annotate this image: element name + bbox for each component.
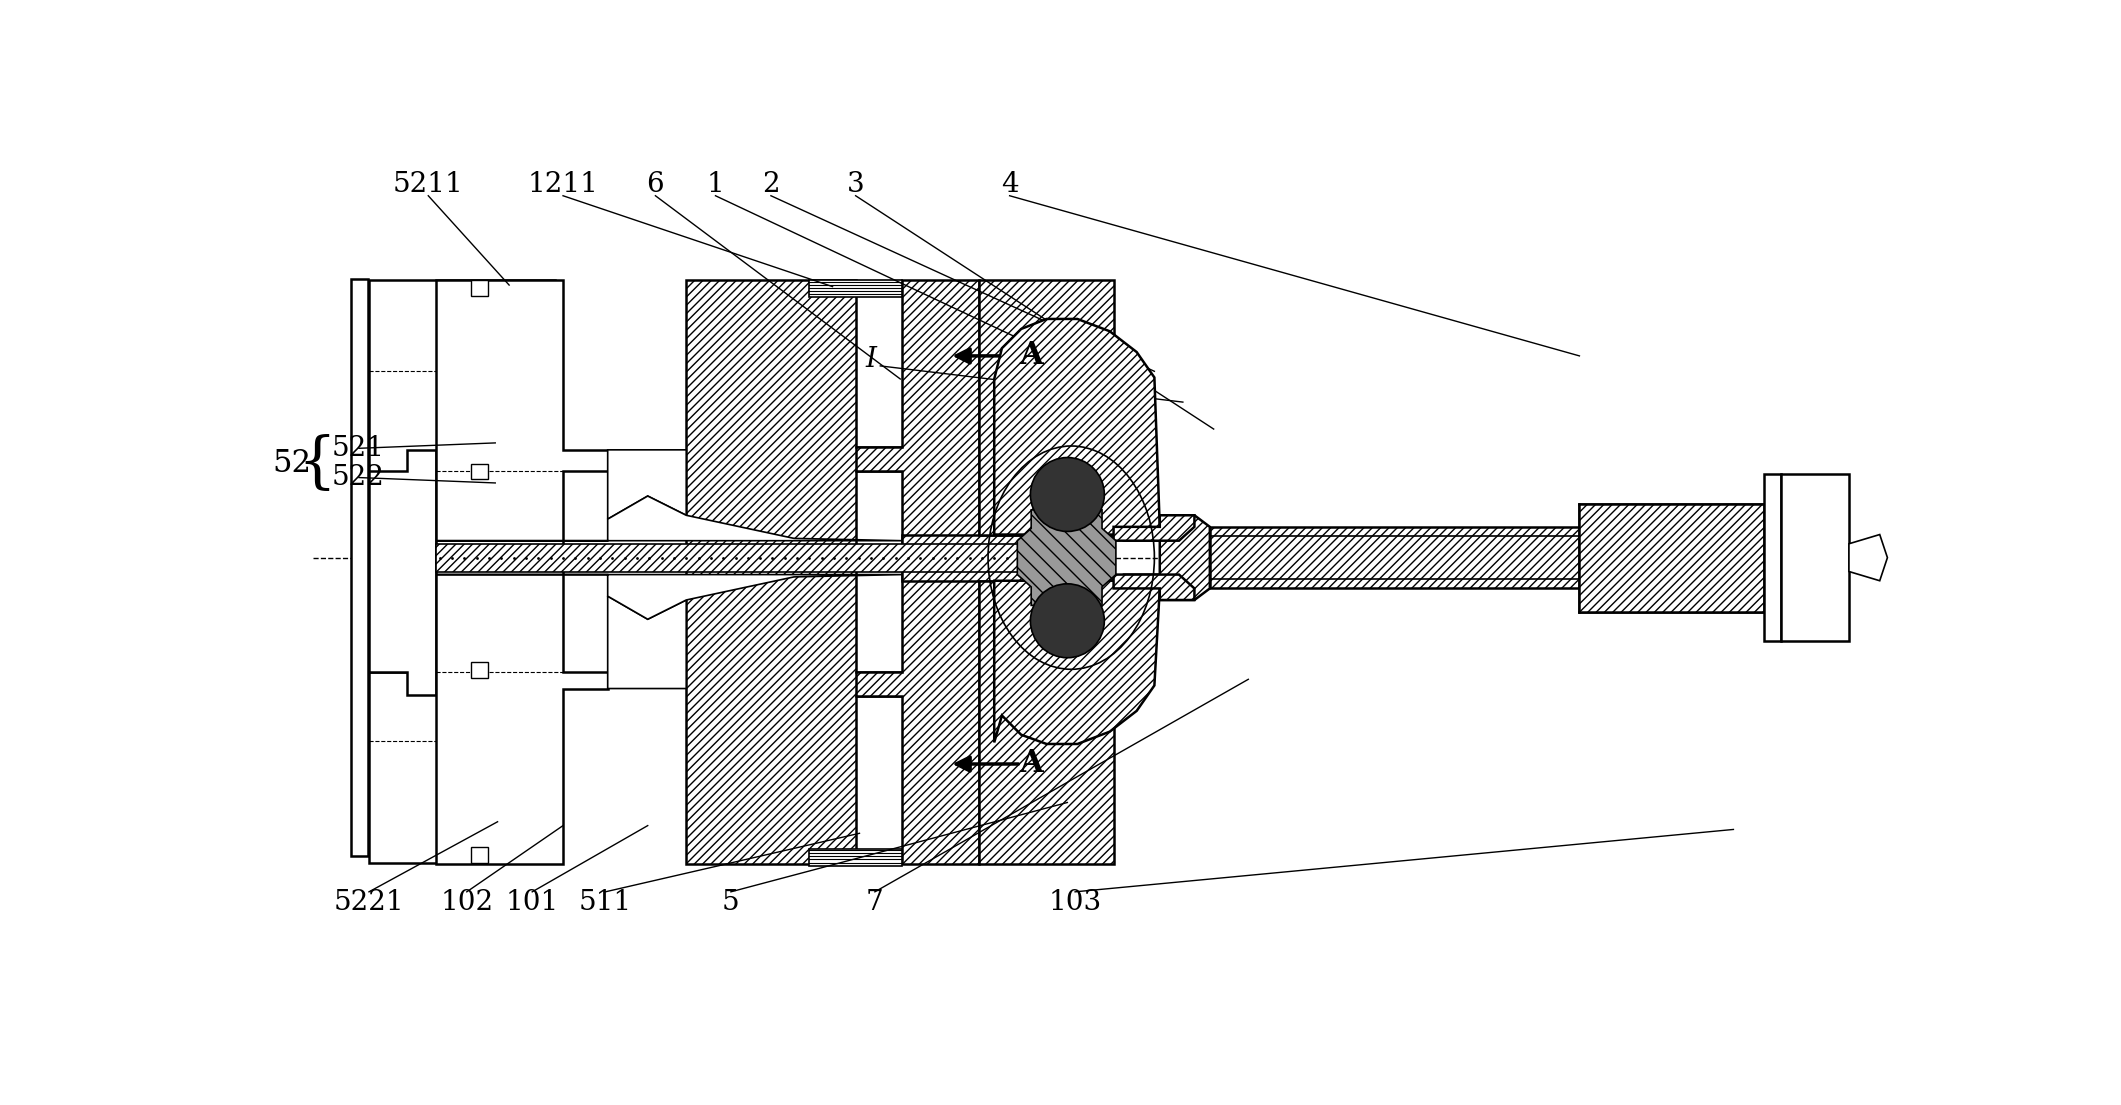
Text: 101: 101: [505, 890, 558, 916]
Polygon shape: [369, 450, 437, 695]
Text: 5211: 5211: [392, 171, 464, 199]
Bar: [471, 662, 488, 677]
Text: 1: 1: [706, 171, 725, 199]
Text: 7: 7: [865, 890, 884, 916]
Bar: [471, 848, 488, 863]
Polygon shape: [1114, 515, 1194, 540]
Polygon shape: [855, 281, 978, 864]
Polygon shape: [978, 281, 1114, 535]
Text: A: A: [1020, 748, 1044, 779]
Text: 5221: 5221: [333, 890, 405, 916]
Polygon shape: [437, 575, 901, 619]
Polygon shape: [995, 319, 1160, 540]
Circle shape: [1031, 583, 1105, 657]
Polygon shape: [1580, 504, 1765, 611]
Text: 3: 3: [846, 171, 865, 199]
Polygon shape: [1114, 575, 1194, 600]
Polygon shape: [901, 535, 1114, 581]
Text: 103: 103: [1048, 890, 1101, 916]
Bar: [352, 278, 369, 856]
Bar: [1765, 474, 1782, 641]
Text: 2: 2: [761, 171, 781, 199]
Text: I: I: [865, 346, 876, 373]
Polygon shape: [978, 581, 1114, 864]
Polygon shape: [437, 496, 901, 540]
Text: 52: 52: [271, 449, 312, 480]
Bar: [810, 281, 901, 297]
Text: {: {: [297, 433, 335, 494]
Polygon shape: [609, 450, 687, 519]
Polygon shape: [437, 544, 1114, 571]
Bar: [810, 849, 901, 865]
Text: 102: 102: [441, 890, 494, 916]
Polygon shape: [437, 281, 609, 864]
Text: A: A: [1020, 340, 1044, 371]
Bar: [369, 281, 556, 473]
Polygon shape: [609, 596, 687, 688]
Text: 4: 4: [1001, 171, 1018, 199]
Text: 521: 521: [333, 434, 386, 462]
Text: 1211: 1211: [528, 171, 598, 199]
Bar: [369, 672, 556, 863]
Polygon shape: [1850, 535, 1888, 581]
Text: 5: 5: [721, 890, 740, 916]
Polygon shape: [1782, 474, 1850, 641]
Text: 511: 511: [579, 890, 632, 916]
Polygon shape: [1209, 527, 1580, 589]
Polygon shape: [1018, 509, 1116, 606]
Circle shape: [1031, 457, 1105, 532]
Polygon shape: [687, 281, 901, 864]
Polygon shape: [1160, 515, 1209, 600]
Bar: [471, 464, 488, 480]
Text: 522: 522: [333, 464, 384, 491]
Text: 6: 6: [647, 171, 664, 199]
Bar: [471, 281, 488, 296]
Polygon shape: [995, 575, 1160, 744]
